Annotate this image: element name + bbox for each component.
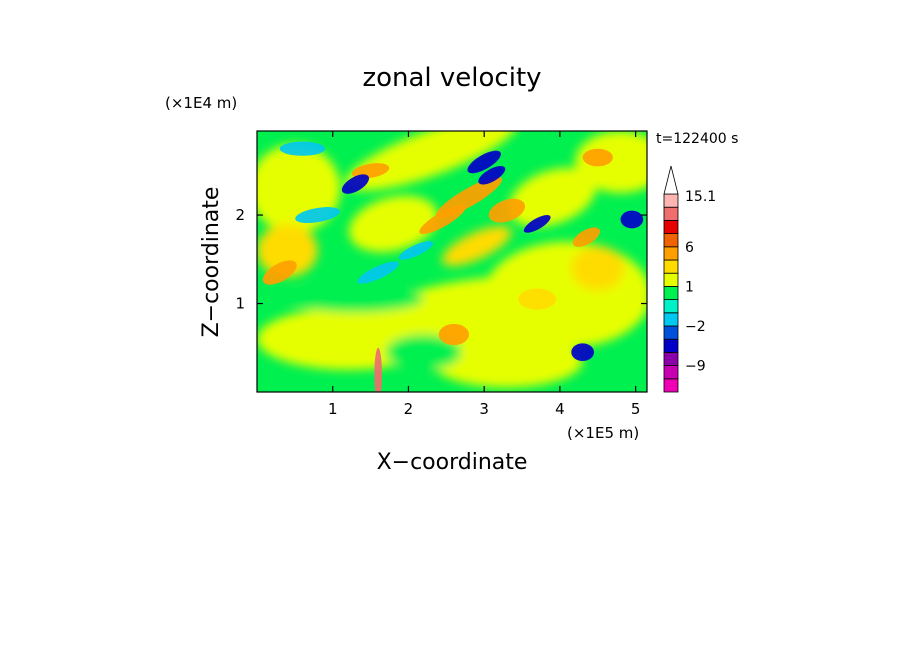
- contour-region: [508, 167, 596, 227]
- contour-region: [348, 195, 438, 253]
- colorbar-segment: [663, 219, 679, 234]
- contour-region: [345, 131, 517, 191]
- colorbar-segment: [663, 259, 679, 274]
- colorbar-segment: [663, 233, 679, 248]
- contour-feature: [523, 215, 551, 233]
- chart-title: zonal velocity: [362, 63, 541, 93]
- x-tick-label: 2: [404, 400, 414, 418]
- y-axis-label: Z−coordinate: [199, 187, 224, 338]
- contour-feature: [620, 210, 644, 229]
- time-label: t=122400 s: [656, 131, 738, 147]
- x-axis-label: X−coordinate: [377, 450, 528, 475]
- contour-feature: [295, 207, 340, 224]
- x-tick-label: 5: [631, 400, 641, 418]
- y-tick-label: 2: [235, 206, 245, 224]
- x-tick-label: 1: [328, 400, 338, 418]
- contour-feature: [582, 148, 613, 167]
- contour-feature: [419, 204, 466, 235]
- colorbar-label: −2: [685, 319, 706, 335]
- colorbar-extend-arrow: [663, 165, 679, 195]
- y-unit-label: (×1E4 m): [165, 94, 237, 112]
- colorbar-label: 6: [685, 240, 694, 256]
- colorbar-segment: [663, 206, 679, 221]
- y-tick-label: 1: [235, 295, 245, 313]
- contour-region: [441, 225, 512, 267]
- contour-region: [484, 241, 647, 348]
- x-unit-label: (×1E5 m): [567, 424, 639, 442]
- colorbar-segment: [663, 193, 679, 208]
- colorbar-segment: [663, 246, 679, 261]
- contour-feature: [438, 323, 470, 346]
- plot-frame: [256, 130, 648, 393]
- colorbar-segment: [663, 365, 679, 380]
- colorbar-segment: [663, 299, 679, 314]
- contour-feature: [262, 260, 297, 285]
- contour-feature: [572, 227, 601, 247]
- contour-region: [571, 246, 625, 291]
- colorbar-segment: [663, 312, 679, 327]
- colorbar-label: 1: [685, 279, 694, 295]
- colorbar-label: −9: [685, 359, 706, 375]
- colorbar-label: 15.1: [685, 189, 716, 205]
- contour-feature: [279, 141, 326, 156]
- x-axis: 1 2 3 4 5: [328, 131, 640, 418]
- contour-region: [575, 131, 647, 193]
- colorbar-segment: [663, 378, 679, 393]
- x-tick-label: 4: [555, 400, 565, 418]
- contour-feature: [518, 288, 557, 310]
- colorbar-segment: [663, 272, 679, 287]
- contour-feature: [374, 347, 382, 392]
- contour-feature: [398, 241, 434, 260]
- contour-field: [257, 131, 647, 392]
- y-axis: 12: [235, 206, 647, 313]
- colorbar-segment: [663, 285, 679, 300]
- contour-region: [431, 334, 583, 388]
- contour-feature: [467, 150, 501, 174]
- contour-feature: [478, 165, 506, 185]
- colorbar: 15.1 6 1 −2 −9: [663, 165, 716, 393]
- contour-region: [385, 334, 462, 370]
- contour-region: [287, 285, 424, 313]
- contour-feature: [357, 261, 399, 284]
- contour-region: [257, 223, 318, 277]
- contour-feature: [341, 174, 370, 194]
- colorbar-segment: [663, 351, 679, 366]
- contour-features: [262, 141, 644, 392]
- colorbar-segment: [663, 338, 679, 353]
- contour-feature: [571, 343, 594, 362]
- x-tick-label: 3: [479, 400, 489, 418]
- contour-feature: [488, 198, 526, 223]
- colorbar-segment: [663, 325, 679, 340]
